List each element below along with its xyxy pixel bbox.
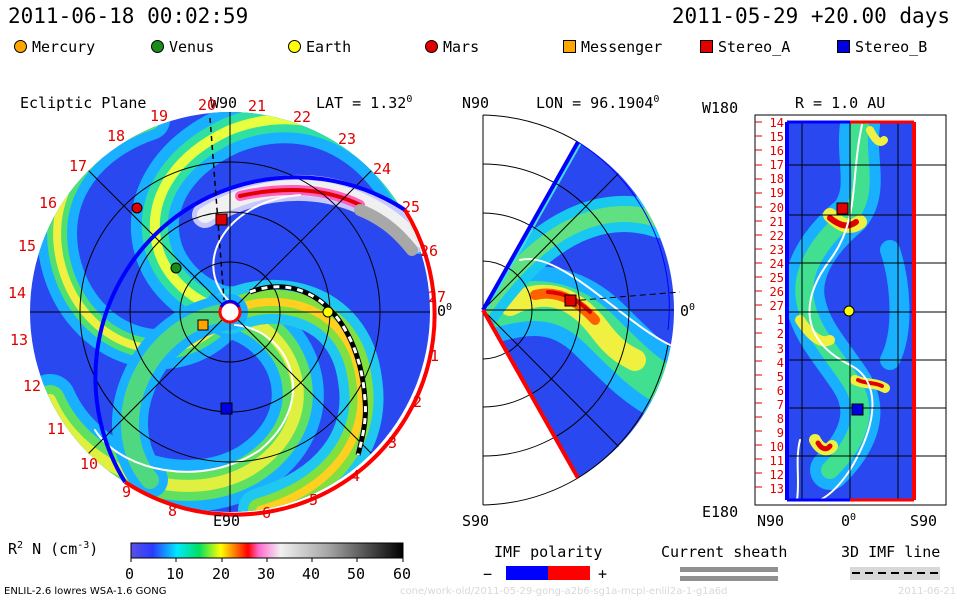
stereo-b-marker-icon <box>837 40 850 53</box>
colorbar-tick-50: 50 <box>347 565 366 583</box>
stereo-a-marker-icon <box>564 294 577 307</box>
legend-venus: Venus <box>151 38 214 56</box>
synoptic-top-left-label: W180 <box>702 99 739 117</box>
legend-mars: Mars <box>425 38 479 56</box>
earth-marker-icon <box>322 306 334 318</box>
colorbar-label: R2 N (cm-3) <box>8 540 99 558</box>
messenger-marker-icon <box>197 319 209 331</box>
carrington-label-10: 10 <box>80 455 99 473</box>
colorbar-tick-30: 30 <box>257 565 276 583</box>
model-version-text: ENLIL-2.6 lowres WSA-1.6 GONG <box>4 586 167 597</box>
imf-polarity-negative-swatch <box>506 566 548 580</box>
carrington-label-26: 26 <box>420 242 439 260</box>
carrington-label-14: 14 <box>8 284 27 302</box>
imf-polarity-plus: + <box>598 565 608 583</box>
run-path-text: cone/work-old/2011-05-29-gong-a2b6-sg1a-… <box>400 586 728 597</box>
venus-marker-icon <box>170 262 182 274</box>
ecliptic-title: Ecliptic Plane <box>20 94 147 112</box>
colorbar-tick-60: 60 <box>393 565 412 583</box>
earth-marker-icon <box>288 40 301 53</box>
run-date-text: 2011-06-21 <box>898 586 957 597</box>
ecliptic-bottom-label: E90 <box>213 512 241 530</box>
synoptic-x-center: 00 <box>841 512 857 530</box>
colorbar-tick-40: 40 <box>302 565 321 583</box>
stereo-b-marker-icon <box>851 403 864 416</box>
carrington-label-3: 3 <box>388 434 398 452</box>
ecliptic-top-label: W90 <box>210 94 238 112</box>
carrington-label-27: 27 <box>428 288 447 306</box>
mars-marker-icon <box>425 40 438 53</box>
carrington-label-9: 9 <box>122 483 132 501</box>
stereo-a-marker-icon <box>215 213 228 226</box>
carrington-label-13: 13 <box>10 331 29 349</box>
carrington-label-11: 11 <box>47 420 66 438</box>
carrington-label-1: 1 <box>430 347 440 365</box>
meridional-top-label: N90 <box>462 94 490 112</box>
meridional-plane-plot <box>481 114 681 506</box>
venus-marker-icon <box>151 40 164 53</box>
carrington-label-12: 12 <box>23 377 42 395</box>
synoptic-x-right: S90 <box>910 512 938 530</box>
carrington-label-20: 20 <box>198 96 217 114</box>
messenger-marker-icon <box>563 40 576 53</box>
synoptic-map-plot <box>754 114 947 506</box>
synoptic-bottom-left-label: E180 <box>702 503 739 521</box>
current-sheath-swatch-bottom <box>680 576 778 581</box>
carrington-label-15: 15 <box>18 237 37 255</box>
mercury-marker-icon <box>14 40 27 53</box>
density-colorbar <box>130 542 404 559</box>
carrington-label-23: 23 <box>338 130 357 148</box>
legend-messenger: Messenger <box>563 38 662 56</box>
carrington-label-5: 5 <box>309 491 319 509</box>
colorbar-tick-0: 0 <box>125 565 135 583</box>
legend-earth: Earth <box>288 38 351 56</box>
legend-stereo-b: Stereo_B <box>837 38 927 56</box>
colorbar-tick-10: 10 <box>166 565 185 583</box>
legend-stereo-a: Stereo_A <box>700 38 790 56</box>
carrington-label-24: 24 <box>373 160 392 178</box>
carrington-label-17: 17 <box>69 157 88 175</box>
meridional-right-label: 00 <box>680 302 696 320</box>
meridional-longitude: LON = 96.19040 <box>536 94 660 112</box>
simulation-time: 2011-06-18 00:02:59 <box>8 4 249 28</box>
carrington-label-6: 6 <box>262 504 272 522</box>
carrington-label-16: 16 <box>39 194 58 212</box>
carrington-label-22: 22 <box>293 108 312 126</box>
mars-marker-icon <box>131 202 143 214</box>
carrington-label-8: 8 <box>168 502 178 520</box>
colorbar-tick-20: 20 <box>212 565 231 583</box>
current-sheath-swatch-top <box>680 567 778 572</box>
imf-polarity-positive-swatch <box>548 566 590 580</box>
stereo-a-marker-icon <box>700 40 713 53</box>
meridional-bottom-label: S90 <box>462 512 490 530</box>
carrington-label-19: 19 <box>150 107 169 125</box>
imf-line-title: 3D IMF line <box>841 543 941 561</box>
carrington-label-21: 21 <box>248 97 267 115</box>
carrington-label-18: 18 <box>107 127 126 145</box>
carrington-label-4: 4 <box>351 467 361 485</box>
carrington-label-2: 2 <box>413 393 423 411</box>
synoptic-x-left: N90 <box>757 512 785 530</box>
earth-marker-icon <box>843 305 855 317</box>
carrington-label-25: 25 <box>402 198 421 216</box>
stereo-a-marker-icon <box>836 202 849 215</box>
imf-polarity-minus: − <box>483 565 493 583</box>
synoptic-radius: R = 1.0 AU <box>795 94 886 112</box>
colorbar-ticks <box>130 558 404 562</box>
ecliptic-latitude: LAT = 1.320 <box>316 94 413 112</box>
imf-polarity-title: IMF polarity <box>494 543 603 561</box>
ecliptic-right-label: 00 <box>437 302 453 320</box>
run-start-and-offset: 2011-05-29 +20.00 days <box>671 4 950 28</box>
stereo-b-marker-icon <box>220 402 233 415</box>
legend-mercury: Mercury <box>14 38 95 56</box>
current-sheath-title: Current sheath <box>661 543 788 561</box>
